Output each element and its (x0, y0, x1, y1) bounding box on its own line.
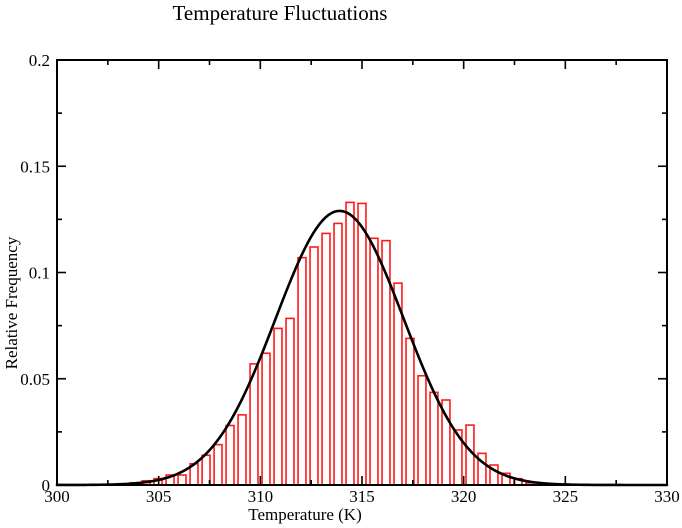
y-axis-label: Relative Frequency (2, 236, 21, 369)
x-tick-label: 310 (248, 487, 274, 506)
tick-labels-layer: 300 305 310 315 320 325 330 0 0.05 0.1 0.15 0.2 (20, 51, 680, 506)
y-tick-label: 0.05 (20, 370, 50, 389)
histogram-bar (273, 327, 283, 486)
x-tick-label: 300 (44, 487, 70, 506)
histogram-bar (213, 443, 223, 486)
histogram-bar (357, 202, 367, 486)
histogram-bar (345, 201, 355, 486)
histogram-bar (369, 237, 379, 486)
x-tick-label: 320 (451, 487, 477, 506)
y-tick-label: 0.15 (20, 157, 50, 176)
histogram-bar (405, 337, 415, 486)
x-tick-label: 305 (146, 487, 172, 506)
histogram-bar (225, 424, 235, 486)
x-axis-label: Temperature (K) (248, 505, 362, 524)
x-tick-label: 325 (553, 487, 579, 506)
x-tick-label: 330 (654, 487, 680, 506)
histogram-bar (297, 256, 307, 486)
histogram-bar (177, 474, 187, 486)
histogram-bar (237, 414, 247, 486)
axis-ticks-layer (56, 59, 668, 486)
histogram-bars-layer (129, 201, 535, 486)
histogram-bar (321, 232, 331, 486)
histogram-bar (309, 246, 319, 486)
histogram-bar (429, 391, 439, 486)
y-tick-label: 0.2 (29, 51, 50, 70)
histogram-bar (285, 317, 295, 486)
histogram-bar (333, 222, 343, 486)
x-tick-label: 315 (349, 487, 375, 506)
histogram-bar (417, 374, 427, 486)
histogram-bar (261, 352, 271, 486)
y-tick-label: 0.1 (29, 264, 50, 283)
chart-title: Temperature Fluctuations (173, 1, 388, 25)
y-tick-label: 0 (42, 476, 51, 495)
